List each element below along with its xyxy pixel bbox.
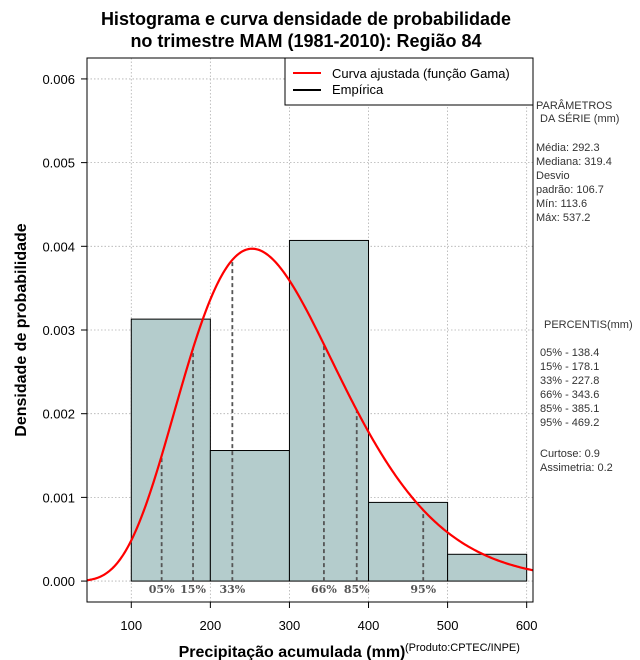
- percentil-33: 33% - 227.8: [540, 375, 599, 387]
- y-axis: 0.000 0.001 0.002 0.003 0.004 0.005 0.006: [42, 72, 87, 589]
- stat-min: Mín: 113.6: [536, 198, 587, 210]
- y-tick-label: 0.003: [42, 323, 75, 338]
- legend-label-fit: Curva ajustada (função Gama): [332, 66, 510, 81]
- stats-panel: PARÂMETROS DA SÉRIE (mm) Média: 292.3 Me…: [536, 99, 633, 474]
- y-tick-label: 0.001: [42, 490, 75, 505]
- x-tick-label: 200: [200, 618, 222, 633]
- legend-label-empirical: Empírica: [332, 82, 384, 97]
- percentile-marker-label: 05%: [149, 583, 175, 596]
- histogram-bar: [130, 318, 211, 582]
- stat-media: Média: 292.3: [536, 142, 600, 154]
- stat-max: Máx: 537.2: [536, 212, 590, 224]
- percentile-marker-label: 15%: [180, 583, 206, 596]
- x-tick-label: 600: [516, 618, 538, 633]
- histogram-bar: [288, 239, 370, 582]
- histogram-bar: [447, 553, 528, 582]
- y-tick-label: 0.005: [42, 156, 75, 171]
- stat-desvio: Desvio: [536, 170, 570, 182]
- chart-title-line-2: no trimestre MAM (1981-2010): Região 84: [130, 31, 481, 51]
- y-tick-label: 0.006: [42, 72, 75, 87]
- y-tick-label: 0.002: [42, 407, 75, 422]
- histogram-bars: [130, 239, 528, 582]
- percentile-marker-label: 66%: [311, 583, 337, 596]
- y-axis-label: Densidade de probabilidade: [13, 223, 30, 436]
- percentile-markers: 05% 15% 33% 66% 85% 95%: [149, 259, 437, 596]
- gamma-curve: [86, 247, 534, 582]
- y-tick-label: 0.004: [42, 239, 75, 254]
- percentile-marker-label: 33%: [219, 583, 245, 596]
- credit-label: (Produto:CPTEC/INPE): [405, 642, 520, 654]
- percentile-marker-label: 85%: [344, 583, 370, 596]
- gamma-curve-layer: [86, 247, 534, 582]
- chart-title-line-1: Histograma e curva densidade de probabil…: [101, 9, 511, 29]
- x-tick-label: 400: [358, 618, 380, 633]
- percentil-85: 85% - 385.1: [540, 403, 599, 415]
- y-tick-label: 0.000: [42, 574, 75, 589]
- percentil-15: 15% - 178.1: [540, 361, 599, 373]
- legend-box: [284, 57, 534, 106]
- x-tick-label: 500: [437, 618, 459, 633]
- percentil-66: 66% - 343.6: [540, 389, 599, 401]
- stat-assimetria: Assimetria: 0.2: [540, 462, 613, 474]
- parametros-title-2: DA SÉRIE (mm): [540, 112, 619, 125]
- x-tick-label: 100: [120, 618, 142, 633]
- histogram-bar: [368, 501, 449, 582]
- stat-mediana: Mediana: 319.4: [536, 156, 612, 168]
- legend: Curva ajustada (função Gama) Empírica: [284, 57, 534, 106]
- percentile-marker-label: 95%: [410, 583, 436, 596]
- x-tick-label: 300: [279, 618, 301, 633]
- x-axis-label: Precipitação acumulada (mm): [179, 644, 406, 660]
- stat-curtose: Curtose: 0.9: [540, 448, 600, 460]
- percentis-title: PERCENTIS(mm): [544, 319, 633, 331]
- stat-padrao: padrão: 106.7: [536, 184, 604, 196]
- histogram-bar: [209, 450, 290, 582]
- percentil-95: 95% - 469.2: [540, 417, 599, 429]
- percentil-05: 05% - 138.4: [540, 347, 599, 359]
- x-axis: 100 200 300 400 500 600: [120, 602, 538, 633]
- parametros-title-1: PARÂMETROS: [536, 99, 612, 112]
